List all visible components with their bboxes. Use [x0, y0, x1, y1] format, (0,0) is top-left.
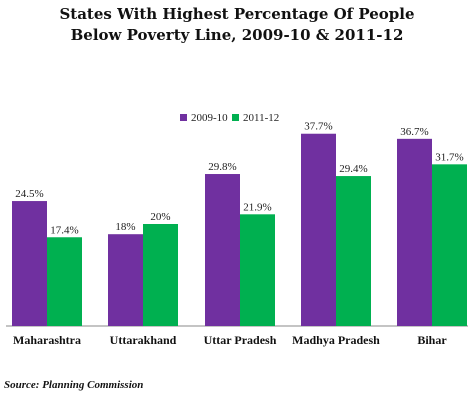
bar-madhya-pradesh-2009-10	[301, 133, 336, 326]
x-tick-label-bihar: Bihar	[417, 333, 447, 347]
bar-uttarakhand-2011-12	[143, 224, 178, 326]
data-label-uttar-pradesh-2009-10: 29.8%	[208, 161, 236, 173]
data-label-maharashtra-2011-12: 17.4%	[50, 224, 78, 236]
chart-title: States With Highest Percentage Of People…	[0, 4, 474, 46]
data-label-uttarakhand-2011-12: 20%	[150, 211, 170, 223]
legend-item-2009-10: 2009-10	[180, 112, 228, 124]
legend-swatch-2011-12	[232, 114, 239, 121]
data-label-bihar-2011-12: 31.7%	[435, 151, 463, 163]
data-label-uttarakhand-2009-10: 18%	[115, 221, 135, 233]
data-label-madhya-pradesh-2011-12: 29.4%	[339, 163, 367, 175]
x-tick-label-uttarakhand: Uttarakhand	[110, 333, 177, 347]
chart-title-line-2: Below Poverty Line, 2009-10 & 2011-12	[70, 26, 404, 44]
x-tick-label-uttar-pradesh: Uttar Pradesh	[204, 333, 277, 347]
data-label-maharashtra-2009-10: 24.5%	[15, 188, 43, 200]
bar-madhya-pradesh-2011-12	[336, 176, 371, 326]
bar-maharashtra-2011-12	[47, 237, 82, 326]
data-label-bihar-2009-10: 36.7%	[400, 126, 428, 138]
bar-uttarakhand-2009-10	[108, 234, 143, 326]
bar-uttar-pradesh-2009-10	[205, 174, 240, 326]
bar-bihar-2011-12	[432, 164, 467, 326]
source-note: Source: Planning Commission	[4, 379, 144, 391]
legend-swatch-2009-10	[180, 114, 187, 121]
bar-bihar-2009-10	[397, 138, 432, 326]
bar-maharashtra-2009-10	[12, 201, 47, 326]
x-tick-label-maharashtra: Maharashtra	[13, 333, 81, 347]
legend-item-2011-12: 2011-12	[232, 112, 279, 124]
chart-title-line-1: States With Highest Percentage Of People	[59, 5, 415, 23]
bar-uttar-pradesh-2011-12	[240, 214, 275, 326]
legend-label-2011-12: 2011-12	[243, 112, 280, 124]
legend-label-2009-10: 2009-10	[191, 112, 228, 124]
data-label-madhya-pradesh-2009-10: 37.7%	[304, 121, 332, 133]
x-tick-label-madhya-pradesh: Madhya Pradesh	[292, 333, 380, 347]
data-label-uttar-pradesh-2011-12: 21.9%	[243, 201, 271, 213]
